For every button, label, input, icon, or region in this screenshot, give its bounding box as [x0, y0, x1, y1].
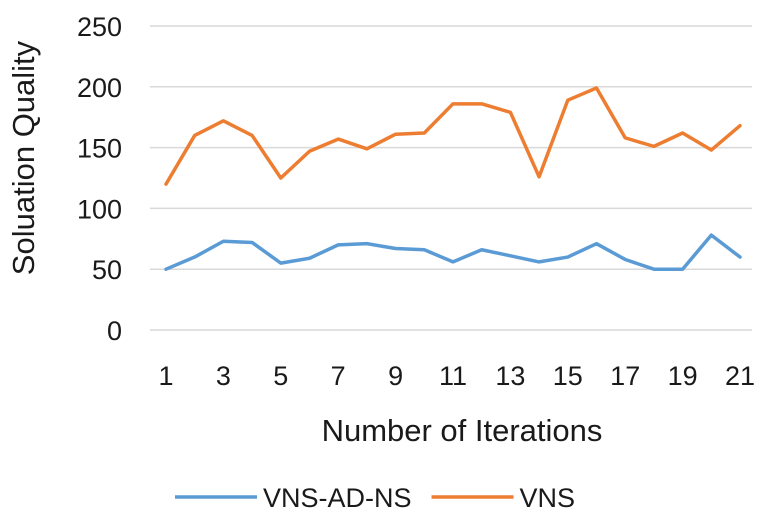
x-axis-title: Number of Iterations: [322, 413, 603, 448]
y-axis-title: Soluation Quality: [6, 40, 41, 275]
x-tick-label-13: 13: [495, 361, 525, 391]
legend: VNS-AD-NS VNS: [175, 483, 575, 513]
x-tick-label-17: 17: [610, 361, 640, 391]
x-tick-label-11: 11: [439, 361, 467, 391]
x-tick-label-5: 5: [273, 361, 288, 391]
x-axis-ticks: 1 3 5 7 9 11 13 15 17 19 21: [158, 361, 755, 391]
series-group: [164, 86, 742, 271]
x-tick-label-1: 1: [158, 361, 173, 391]
y-tick-label-200: 200: [77, 73, 122, 103]
legend-label-vns: VNS: [520, 483, 576, 513]
y-tick-label-250: 250: [77, 12, 122, 42]
y-tick-label-150: 150: [77, 134, 122, 164]
y-tick-label-0: 0: [107, 316, 122, 346]
grid-lines: [150, 25, 752, 331]
y-axis-ticks: 0 50 100 150 200 250: [77, 12, 122, 346]
y-tick-label-100: 100: [77, 194, 122, 224]
legend-label-vns-ad-ns: VNS-AD-NS: [263, 483, 412, 513]
x-tick-label-3: 3: [216, 361, 231, 391]
x-tick-label-21: 21: [725, 361, 755, 391]
x-tick-label-7: 7: [331, 361, 346, 391]
x-tick-label-15: 15: [553, 361, 583, 391]
series-line-vns-ad-ns: [164, 233, 742, 271]
x-tick-label-19: 19: [668, 361, 698, 391]
y-tick-label-50: 50: [92, 255, 122, 285]
x-tick-label-9: 9: [388, 361, 403, 391]
series-line-vns: [164, 86, 742, 186]
